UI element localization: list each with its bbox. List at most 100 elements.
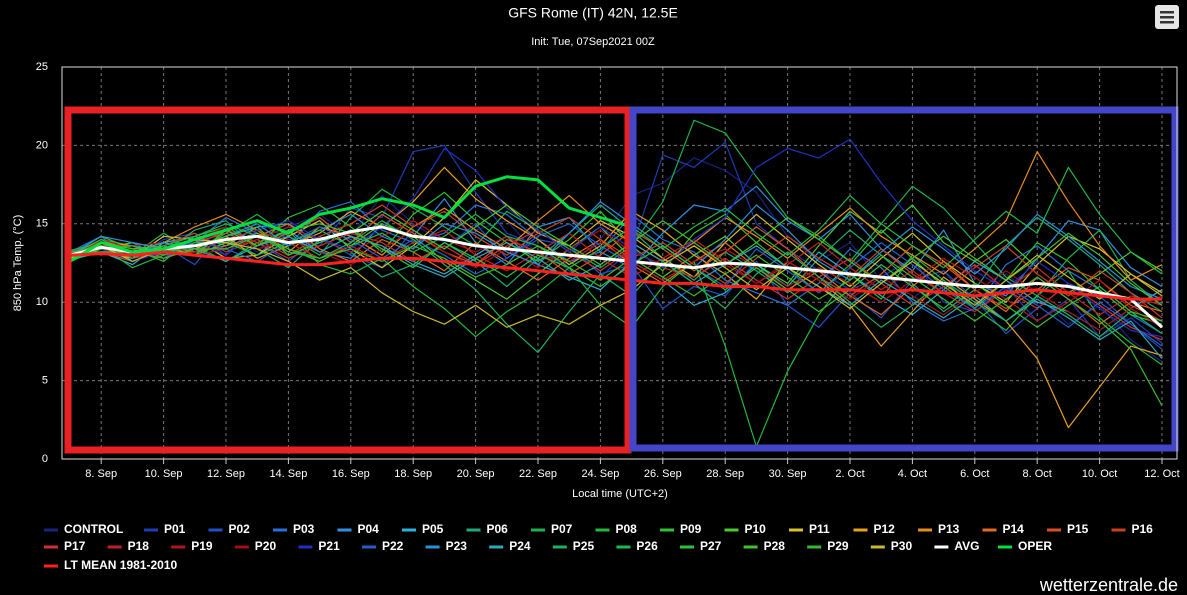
legend-label: CONTROL: [64, 522, 123, 536]
highlight-boxes: [64, 106, 1179, 454]
x-tick-label: 4. Oct: [898, 468, 927, 480]
y-tick-label: 5: [42, 375, 48, 387]
legend-label: P02: [229, 522, 251, 536]
x-tick-label: 10. Sep: [145, 468, 183, 480]
legend-label: OPER: [1018, 539, 1052, 553]
legend-item: P18: [107, 539, 150, 553]
plot-area: [62, 66, 1177, 464]
menu-button[interactable]: [1155, 5, 1179, 29]
x-tick-label: 18. Sep: [394, 468, 432, 480]
legend-item: P15: [1047, 522, 1089, 536]
x-tick-label: 16. Sep: [332, 468, 370, 480]
legend-label: P10: [745, 522, 767, 536]
legend-label: AVG: [954, 539, 979, 553]
legend-label: P13: [938, 522, 960, 536]
series-line: [69, 119, 1163, 306]
chart-subtitle: Init: Tue, 07Sep2021 00Z: [531, 36, 655, 48]
legend-item: P01: [144, 522, 186, 536]
legend-item: P09: [660, 522, 702, 536]
x-tick-label: 12. Oct: [1144, 468, 1179, 480]
plot-border: [61, 66, 1178, 460]
legend-label: P22: [382, 539, 404, 553]
legend-label: P16: [1132, 522, 1154, 536]
legend-label: P20: [255, 539, 277, 553]
legend-label: P07: [551, 522, 573, 536]
legend-label: P26: [636, 539, 658, 553]
legend-item: P28: [743, 539, 786, 553]
menu-bar: [1160, 16, 1174, 19]
series-line: [69, 238, 1163, 328]
legend-label: P28: [764, 539, 786, 553]
series-line: [69, 250, 1162, 301]
y-tick-label: 20: [36, 139, 48, 151]
legend-label: P19: [191, 539, 213, 553]
x-tick-label: 2. Oct: [835, 468, 864, 480]
legend-item: P22: [362, 539, 404, 553]
x-tick-label: 14. Sep: [269, 468, 307, 480]
highlight-box: [64, 106, 632, 454]
legend-item: AVG: [934, 539, 980, 553]
legend-label: P24: [509, 539, 531, 553]
legend-label: P15: [1067, 522, 1089, 536]
legend-item: P30: [870, 539, 913, 553]
legend-item: P26: [616, 539, 658, 553]
legend-label: P27: [700, 539, 722, 553]
series-line: [69, 220, 1163, 353]
x-tick-label: 8. Oct: [1023, 468, 1052, 480]
legend: CONTROL P01 P02 P03 P04 P05 P06 P07 P08 P09 P10 P11…: [44, 522, 1153, 572]
legend-label: P05: [422, 522, 444, 536]
legend-label: P08: [616, 522, 638, 536]
legend-label: P09: [680, 522, 702, 536]
series-line: [69, 229, 1163, 316]
series-line: [69, 166, 1163, 275]
legend-item: P12: [853, 522, 895, 536]
legend-label: P01: [164, 522, 186, 536]
legend-label: P25: [573, 539, 595, 553]
legend-label: P06: [487, 522, 509, 536]
legend-item: P04: [337, 522, 379, 536]
legend-item: P19: [171, 539, 213, 553]
legend-item: P20: [234, 539, 277, 553]
series-line: [69, 225, 1164, 329]
menu-bar: [1160, 21, 1174, 24]
x-tick-label: 24. Sep: [581, 468, 619, 480]
x-tick-label: 28. Sep: [706, 468, 744, 480]
series-line: [69, 151, 1163, 281]
legend-label: P03: [293, 522, 315, 536]
legend-item: P23: [425, 539, 468, 553]
y-tick-label: 25: [36, 61, 48, 73]
x-tick-label: 8. Sep: [85, 468, 117, 480]
highlight-box: [629, 106, 1179, 452]
legend-item: P08: [595, 522, 638, 536]
series-line: [69, 175, 633, 263]
legend-item: P21: [298, 539, 340, 553]
legend-item: P02: [208, 522, 251, 536]
legend-label: P18: [128, 539, 150, 553]
legend-label: P30: [891, 539, 913, 553]
legend-item: OPER: [998, 539, 1052, 553]
y-tick-label: 10: [36, 296, 48, 308]
legend-label: P11: [809, 522, 830, 536]
legend-item: P17: [44, 539, 86, 553]
legend-item: P11: [789, 522, 830, 536]
x-tick-label: 30. Sep: [769, 468, 807, 480]
series-line: [69, 220, 1163, 328]
chart-title: GFS Rome (IT) 42N, 12.5E: [508, 5, 678, 21]
legend-label: P14: [1003, 522, 1025, 536]
x-tick-label: 26. Sep: [644, 468, 682, 480]
x-tick-label: 20. Sep: [457, 468, 495, 480]
legend-label: P23: [446, 539, 468, 553]
y-tick-label: 0: [42, 453, 48, 465]
x-tick-label: 10. Oct: [1082, 468, 1117, 480]
legend-item: P05: [402, 522, 444, 536]
legend-item: P10: [724, 522, 767, 536]
series-line: [69, 204, 1163, 306]
x-tick-label: 22. Sep: [519, 468, 557, 480]
legend-item: P03: [273, 522, 315, 536]
series-line: [69, 235, 1163, 406]
legend-item: LT MEAN 1981-2010: [44, 558, 177, 572]
x-tick-label: 12. Sep: [207, 468, 245, 480]
x-axis-label: Local time (UTC+2): [572, 488, 668, 500]
y-tick-label: 15: [36, 218, 48, 230]
